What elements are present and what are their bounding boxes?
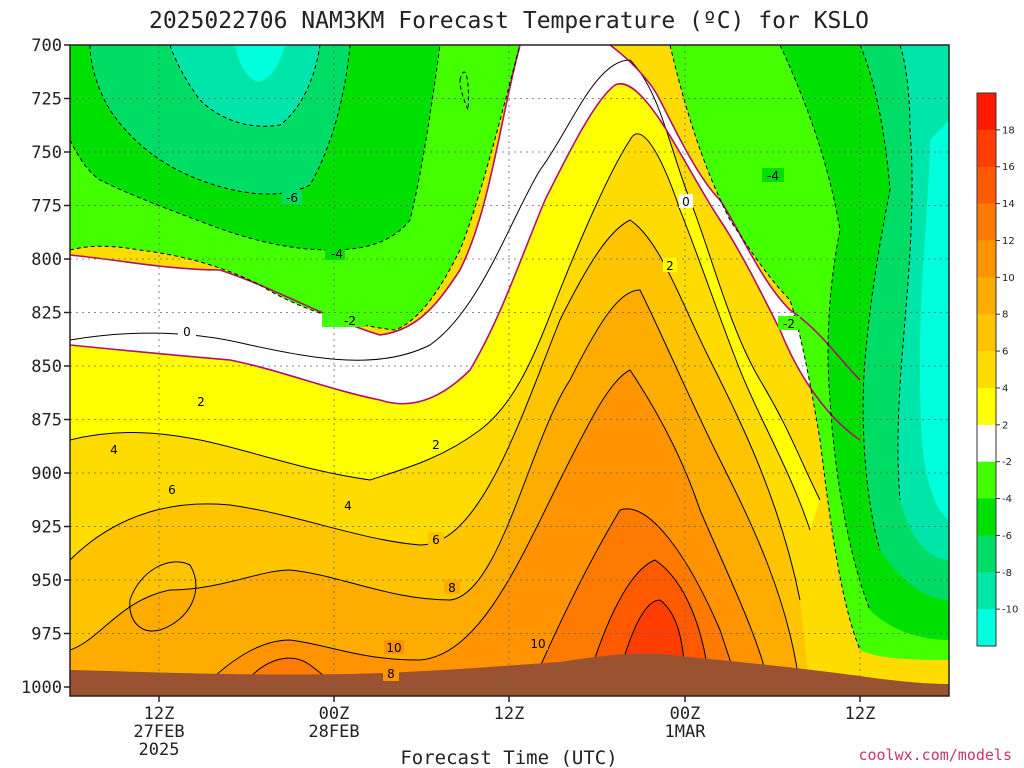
contour-label: -2 bbox=[344, 314, 356, 328]
colorbar-label: 8 bbox=[1002, 310, 1008, 321]
colorbar-swatch bbox=[977, 572, 996, 610]
colorbar-swatch bbox=[977, 424, 996, 463]
colorbar-label: 2 bbox=[1002, 420, 1008, 431]
y-tick-label: 900 bbox=[31, 464, 62, 484]
contour-label: 0 bbox=[682, 195, 690, 209]
contour-label: 2 bbox=[666, 259, 674, 273]
colorbar-label: 4 bbox=[1002, 383, 1008, 394]
credit-text: coolwx.com/models bbox=[858, 746, 1012, 764]
contour-label: 8 bbox=[448, 581, 456, 595]
y-tick-label: 975 bbox=[31, 625, 62, 645]
x-tick-sublabel: 28FEB bbox=[308, 722, 359, 742]
x-tick-sublabel: 1MAR bbox=[665, 722, 707, 742]
x-tick-label: 00Z bbox=[670, 704, 701, 724]
colorbar-swatch bbox=[977, 314, 996, 352]
colorbar-swatch bbox=[977, 535, 996, 573]
colorbar-label: -8 bbox=[1002, 568, 1012, 579]
colorbar-label: 10 bbox=[1002, 273, 1015, 284]
x-tick-label: 12Z bbox=[845, 704, 876, 724]
colorbar-swatch bbox=[977, 351, 996, 389]
colorbar-swatch bbox=[977, 203, 996, 241]
y-tick-label: 825 bbox=[31, 304, 62, 324]
terrain bbox=[70, 653, 949, 696]
y-tick-label: 750 bbox=[31, 143, 62, 163]
colorbar-swatch bbox=[977, 387, 996, 426]
contour-labels: 0 2 4 6 10 8 -2 -4 -6 0 2 4 6 8 10 2 -2 … bbox=[106, 168, 800, 681]
colorbar-swatch bbox=[977, 461, 996, 500]
x-tick-label: 00Z bbox=[319, 704, 350, 724]
y-tick-label: 925 bbox=[31, 518, 62, 538]
x-tick-label: 12Z bbox=[144, 704, 175, 724]
colorbar-label: 14 bbox=[1002, 199, 1015, 210]
colorbar-label: 16 bbox=[1002, 162, 1015, 173]
contour-label: -6 bbox=[286, 191, 298, 205]
y-tick-label: 1000 bbox=[21, 678, 62, 698]
colorbar-label: -10 bbox=[1002, 605, 1018, 616]
y-tick-label: 800 bbox=[31, 250, 62, 270]
colorbar-label: -6 bbox=[1002, 531, 1012, 542]
colorbar-label: 12 bbox=[1002, 236, 1015, 247]
contour-label: 6 bbox=[168, 483, 176, 497]
fill-band-2to4 bbox=[70, 60, 820, 530]
colorbar-swatch bbox=[977, 166, 996, 205]
colorbar-swatch bbox=[977, 277, 996, 315]
x-axis-label: Forecast Time (UTC) bbox=[400, 747, 617, 768]
contour-label: 8 bbox=[387, 667, 395, 681]
contour-label: 4 bbox=[110, 443, 118, 457]
y-tick-label: 875 bbox=[31, 411, 62, 431]
chart-title: 2025022706 NAM3KM Forecast Temperature (… bbox=[149, 8, 869, 34]
contour-label: 10 bbox=[386, 641, 401, 655]
contour-label: 2 bbox=[197, 395, 205, 409]
y-tick-label: 725 bbox=[31, 90, 62, 110]
contour-label: 4 bbox=[344, 499, 352, 513]
colorbar-label: 6 bbox=[1002, 347, 1008, 358]
y-tick-label: 950 bbox=[31, 571, 62, 591]
x-tick-sublabel: 2025 bbox=[139, 740, 180, 760]
contour-label: 10 bbox=[530, 637, 545, 651]
contour-label: 2 bbox=[432, 438, 440, 452]
fill-band-lt-10-left bbox=[235, 45, 285, 82]
isotherm-lines bbox=[70, 59, 821, 691]
fill-band-neg8to-10 bbox=[170, 45, 320, 127]
y-tick-label: 700 bbox=[31, 36, 62, 56]
x-tick-sublabel: 27FEB bbox=[133, 722, 184, 742]
colorbar-swatch bbox=[977, 93, 996, 131]
colorbar: 18 16 14 12 10 8 6 4 2 -2 -4 -6 -8 -10 bbox=[976, 92, 1018, 647]
colorbar-swatch bbox=[977, 129, 996, 168]
fill-band-0to2 bbox=[70, 45, 860, 440]
plot-area bbox=[70, 45, 949, 696]
colorbar-label: -2 bbox=[1002, 457, 1012, 468]
x-tick-label: 12Z bbox=[494, 704, 525, 724]
colorbar-swatch bbox=[977, 498, 996, 536]
colorbar-swatch bbox=[977, 240, 996, 278]
colorbar-label: 18 bbox=[1002, 125, 1015, 136]
y-tick-label: 850 bbox=[31, 357, 62, 377]
y-tick-label: 775 bbox=[31, 197, 62, 217]
colorbar-label: -4 bbox=[1002, 494, 1012, 505]
contour-label: -2 bbox=[783, 317, 795, 331]
colorbar-swatch bbox=[977, 609, 996, 647]
contour-label: 0 bbox=[183, 325, 191, 339]
gridlines bbox=[70, 45, 949, 696]
y-axis: 700 725 750 775 800 825 850 875 900 925 950 975 1000 bbox=[21, 36, 70, 698]
zero-isotherm bbox=[70, 45, 861, 441]
contour-label: -4 bbox=[331, 247, 343, 261]
contour-label: -4 bbox=[767, 169, 779, 183]
contour-label: 6 bbox=[432, 533, 440, 547]
fill-band-lt-10-right bbox=[919, 120, 949, 520]
